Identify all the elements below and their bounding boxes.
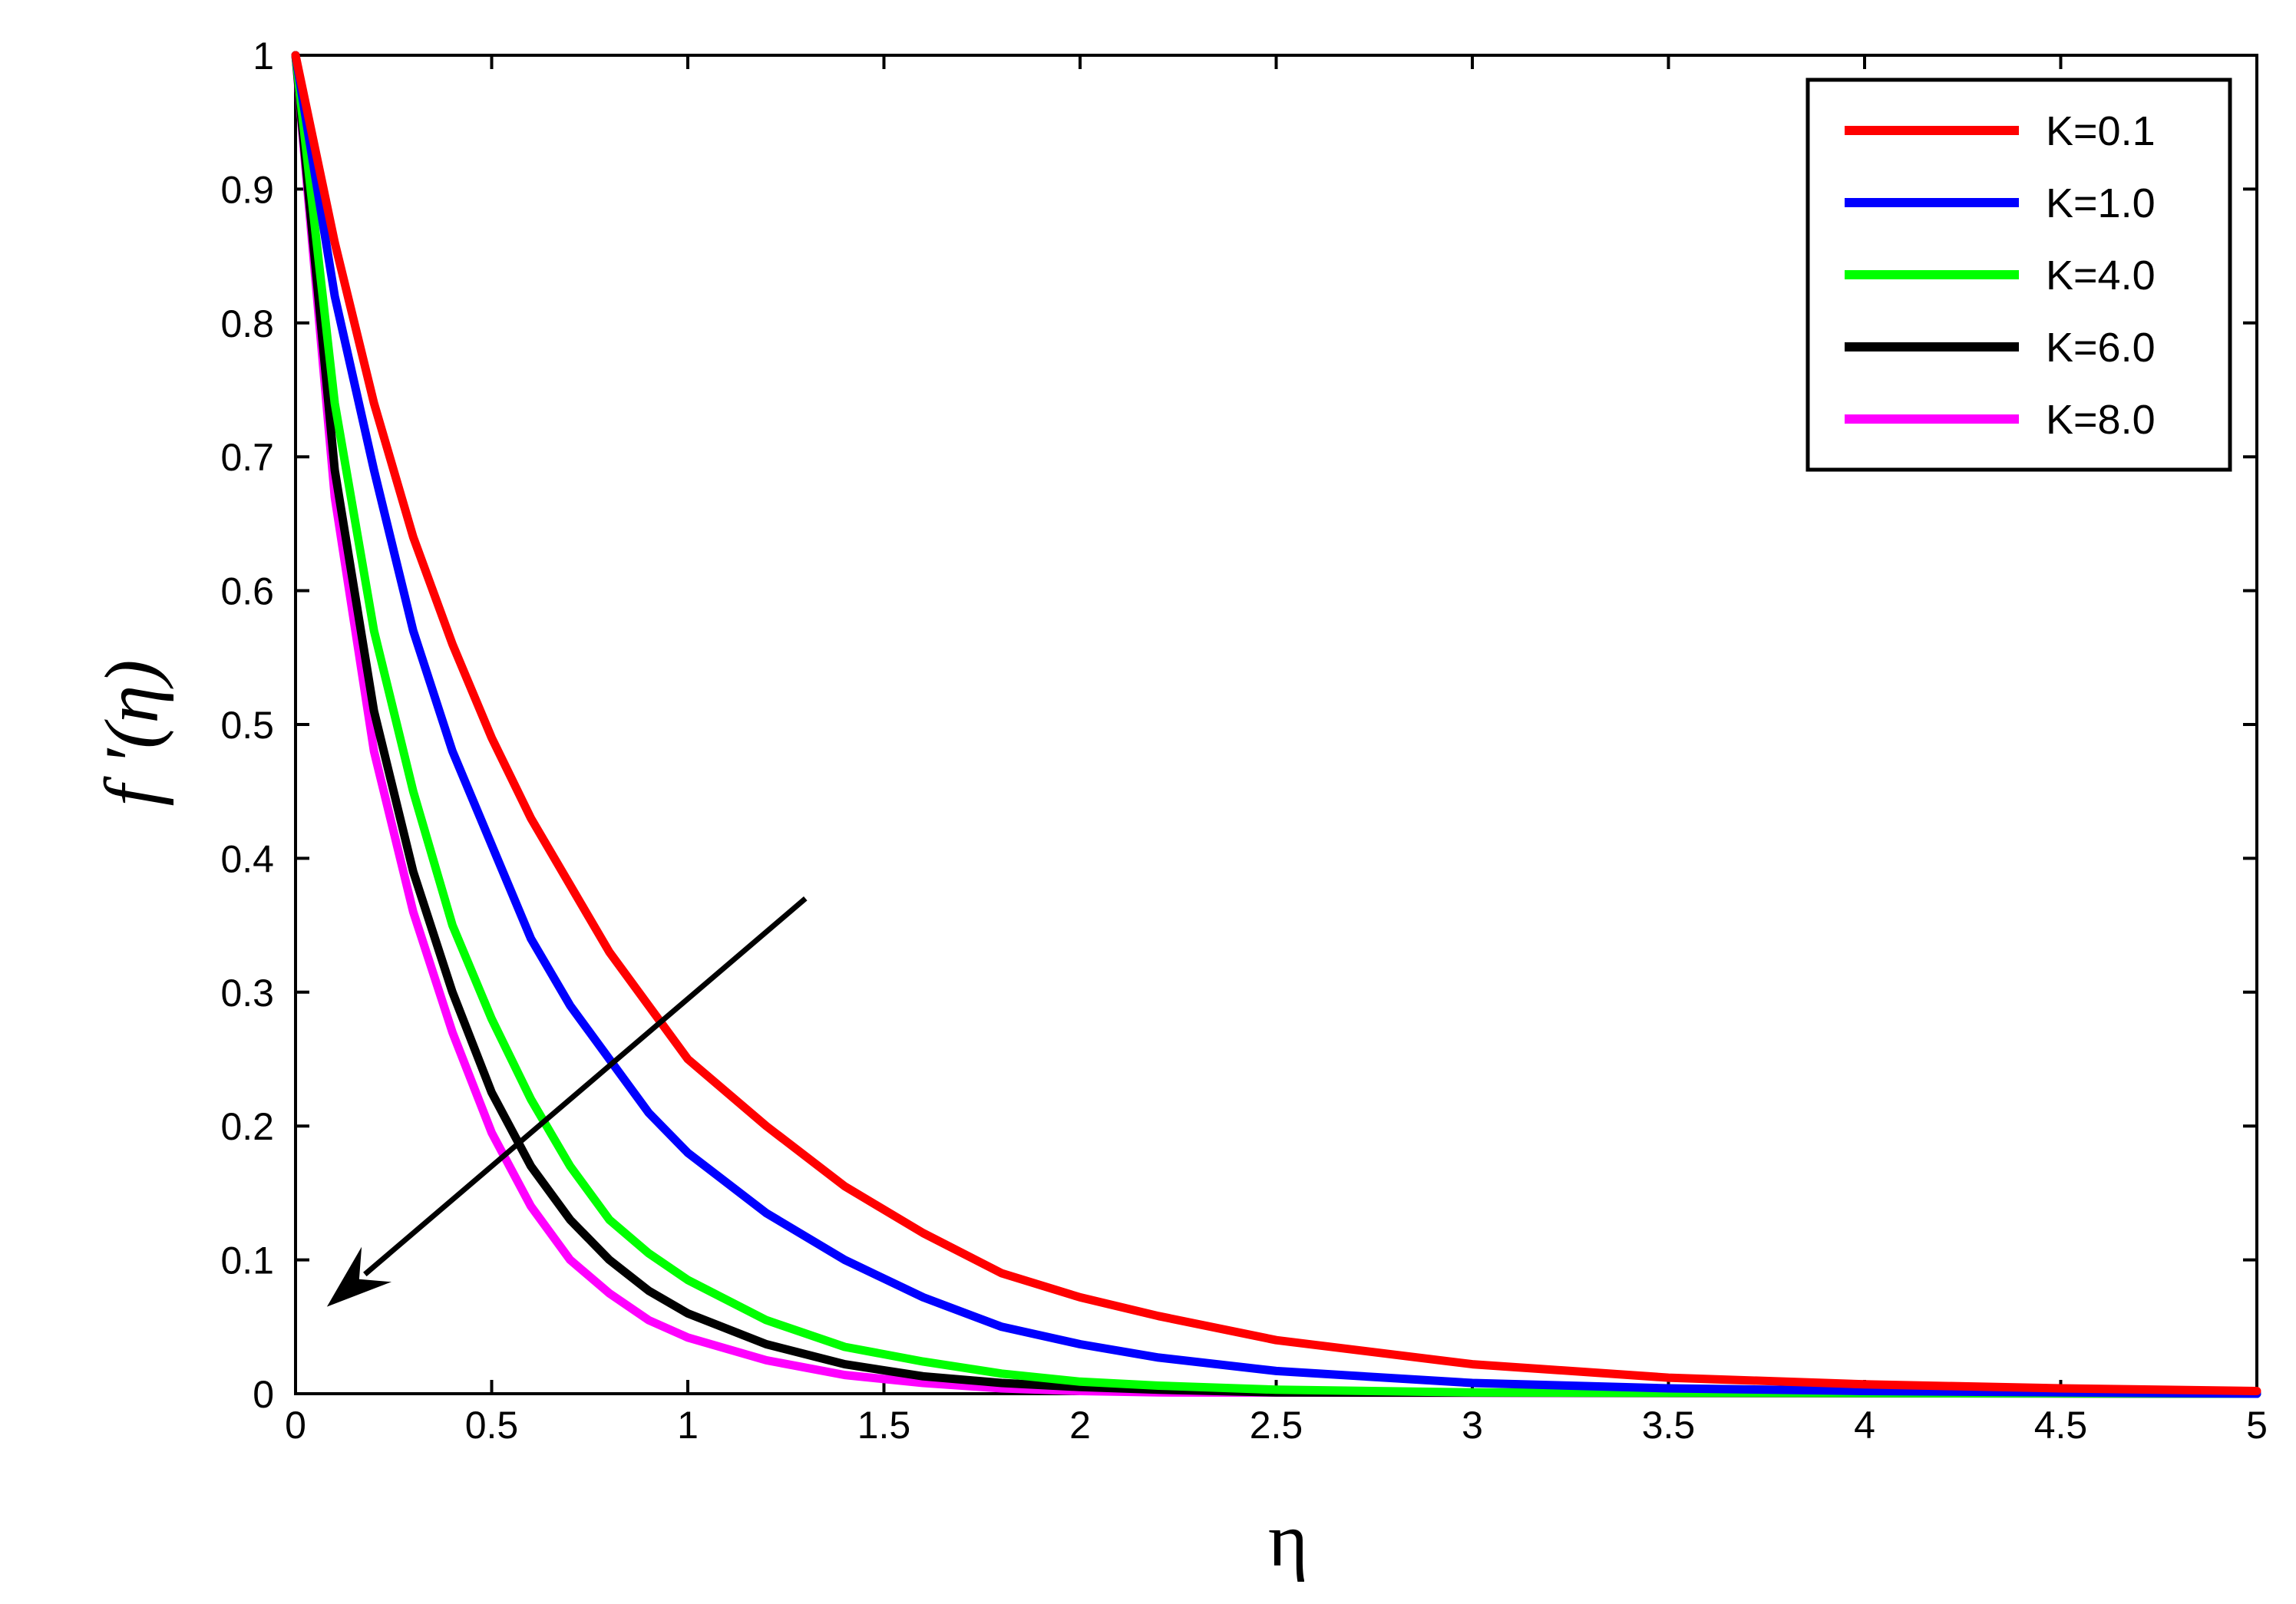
x-tick-label: 5: [2246, 1404, 2268, 1447]
legend: K=0.1 K=1.0 K=4.0 K=6.0 K=8.0: [1805, 78, 2232, 472]
x-axis-title: η: [1268, 1497, 1308, 1583]
y-axis-title: f ′(η): [89, 660, 174, 807]
x-tick-label: 0: [285, 1404, 306, 1447]
y-tick-label: 0: [253, 1373, 274, 1416]
x-tick-label: 4: [1854, 1404, 1875, 1447]
y-tick-label: 0.4: [220, 837, 274, 880]
annotations: [326, 896, 808, 1307]
y-tick-label: 0.1: [220, 1239, 274, 1282]
x-tick-label: 4.5: [2034, 1404, 2088, 1447]
x-tick-label: 0.5: [465, 1404, 519, 1447]
y-tick-label: 0.3: [220, 972, 274, 1015]
x-tick-label: 2.5: [1250, 1404, 1303, 1447]
x-tick-label: 1: [677, 1404, 699, 1447]
x-tick-label: 3.5: [1642, 1404, 1696, 1447]
series-line-k-1-0: [291, 51, 2261, 1398]
series-line-k-0-1: [291, 51, 2261, 1395]
legend-label: K=0.1: [2046, 108, 2156, 154]
x-tick-label: 2: [1069, 1404, 1091, 1447]
x-tick-label: 1.5: [857, 1404, 911, 1447]
series-line-k-8-0: [291, 51, 2261, 1398]
y-tick-label: 0.2: [220, 1105, 274, 1148]
series-line-k-4-0: [291, 51, 2261, 1398]
legend-label: K=4.0: [2046, 252, 2156, 299]
series-lines: [291, 51, 2261, 1398]
y-tick-label: 0.6: [220, 570, 274, 613]
legend-label: K=6.0: [2046, 325, 2156, 371]
y-tick-label: 1: [253, 35, 274, 78]
y-tick-label: 0.5: [220, 704, 274, 747]
legend-label: K=8.0: [2046, 397, 2156, 443]
axis-ticks: 0 0.5 1 1.5 2 2.5 3 3.5 4 4.5 5 0 0.1 0.2 0.3 0.4 0.5 0.6…: [220, 35, 2267, 1447]
series-line-k-6-0: [291, 51, 2261, 1398]
trend-arrow-head: [326, 1246, 391, 1307]
legend-label: K=1.0: [2046, 180, 2156, 226]
x-tick-label: 3: [1462, 1404, 1483, 1447]
y-tick-label: 0.9: [220, 168, 274, 211]
y-tick-label: 0.8: [220, 302, 274, 345]
trend-arrow-shaft: [363, 896, 808, 1277]
y-tick-label: 0.7: [220, 436, 274, 479]
